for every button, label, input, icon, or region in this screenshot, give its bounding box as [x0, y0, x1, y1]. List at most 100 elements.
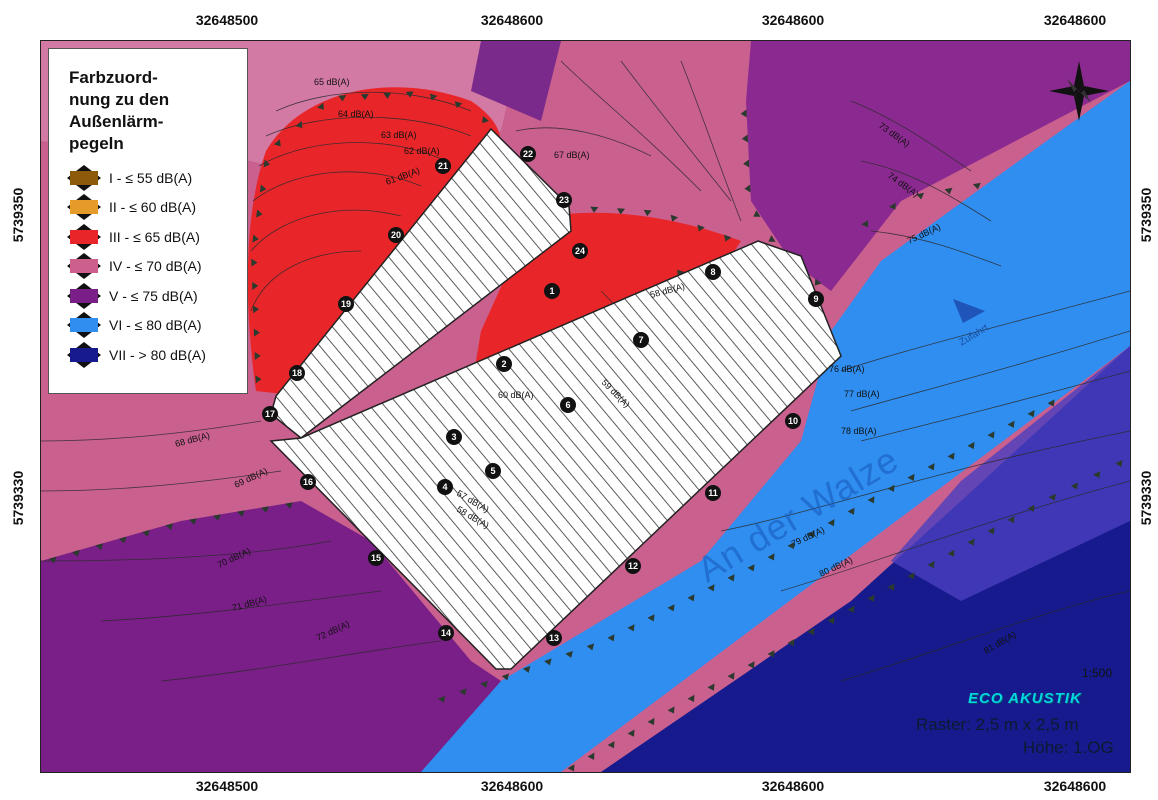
point-marker: 16 — [300, 474, 316, 490]
legend-swatch-iv — [67, 253, 101, 280]
legend-item: II - ≤ 60 dB(A) — [67, 193, 237, 223]
point-marker: 7 — [633, 332, 649, 348]
zone-vii — [601, 346, 1130, 772]
barrier-triangle-icon — [647, 717, 655, 726]
measurement-points: 1 2 3 4 5 6 7 8 9 10 11 12 13 14 15 16 1… — [262, 146, 824, 646]
barrier-triangle-icon — [861, 220, 869, 228]
legend-swatch-i — [67, 164, 101, 191]
x-coord-bottom-2: 32648600 — [480, 778, 544, 794]
contour-label: 78 dB(A) — [841, 426, 877, 436]
barrier-triangle-icon — [887, 583, 895, 591]
legend-swatch-v — [67, 282, 101, 309]
barrier-triangle-icon — [1048, 493, 1056, 501]
legend-label: V - ≤ 75 dB(A) — [109, 287, 198, 304]
x-coord-bottom-4: 32648600 — [1043, 778, 1107, 794]
barrier-triangle-icon — [827, 519, 835, 527]
legend-label: I - ≤ 55 dB(A) — [109, 169, 193, 186]
svg-text:7: 7 — [638, 335, 643, 345]
svg-text:4: 4 — [442, 482, 447, 492]
legend-item: III - ≤ 65 dB(A) — [67, 222, 237, 252]
barrier-triangle-icon — [707, 584, 715, 592]
svg-text:11: 11 — [708, 488, 718, 498]
barrier-triangle-icon — [263, 159, 271, 168]
contour-label: 76 dB(A) — [829, 364, 865, 374]
barrier-triangle-icon — [727, 574, 735, 582]
barrier-triangle-icon — [667, 706, 675, 714]
point-marker: 14 — [438, 625, 454, 641]
x-coord-top-4: 32648600 — [1043, 12, 1107, 28]
legend-swatch-vii — [67, 341, 101, 368]
barrier-triangle-icon — [740, 109, 747, 118]
hoehe-label: Höhe: 1.OG — [1023, 738, 1114, 757]
barrier-triangle-icon — [261, 506, 269, 513]
svg-text:16: 16 — [303, 477, 313, 487]
barrier-triangle-icon — [72, 549, 80, 557]
y-coord-right-2: 5739330 — [1138, 470, 1154, 526]
noise-map-svg: 65 dB(A) 64 dB(A) 63 dB(A) 62 dB(A) 61 d… — [41, 41, 1130, 772]
svg-text:5: 5 — [490, 466, 495, 476]
svg-text:18: 18 — [292, 368, 302, 378]
barrier-triangle-icon — [888, 202, 896, 210]
svg-text:9: 9 — [813, 294, 818, 304]
legend-swatch-vi — [67, 312, 101, 339]
barrier-triangle-icon — [944, 187, 953, 195]
direction-arrow-icon — [953, 299, 985, 323]
contour-label: 65 dB(A) — [314, 77, 350, 87]
svg-text:12: 12 — [628, 561, 638, 571]
barrier-triangle-icon — [1027, 410, 1035, 418]
barrier-triangle-icon — [927, 463, 935, 471]
barrier-triangle-icon — [867, 496, 875, 504]
barrier-triangle-icon — [590, 206, 599, 213]
svg-text:15: 15 — [371, 553, 381, 563]
barrier-triangle-icon — [617, 208, 625, 215]
barrier-triangle-icon — [454, 101, 463, 108]
barrier-triangle-icon — [565, 650, 573, 658]
barrier-triangle-icon — [252, 305, 260, 314]
point-marker: 24 — [572, 243, 588, 259]
contour-label: 60 dB(A) — [498, 390, 534, 400]
barrier-triangle-icon — [252, 234, 259, 243]
barrier-triangle-icon — [967, 441, 975, 450]
legend-label: III - ≤ 65 dB(A) — [109, 228, 200, 245]
barrier-triangle-icon — [867, 594, 875, 602]
barrier-triangle-icon — [259, 184, 267, 193]
barrier-triangle-icon — [687, 694, 695, 702]
zone-v-top-strip — [471, 41, 561, 121]
barrier-triangle-icon — [254, 352, 261, 360]
barrier-triangle-icon — [627, 729, 635, 737]
point-marker: 1 — [544, 283, 560, 299]
barrier-triangle-icon — [317, 102, 325, 110]
x-coord-top-2: 32648600 — [480, 12, 544, 28]
barrier-triangle-icon — [383, 92, 392, 99]
point-marker: 2 — [496, 356, 512, 372]
svg-text:24: 24 — [575, 246, 585, 256]
barrier-triangle-icon — [544, 658, 552, 666]
legend-swatch-iii — [67, 223, 101, 250]
point-marker: 18 — [289, 365, 305, 381]
barrier-triangle-icon — [767, 650, 775, 658]
contour-label: 77 dB(A) — [844, 389, 880, 399]
barrier-triangle-icon — [627, 624, 635, 632]
barrier-triangle-icon — [1115, 459, 1123, 467]
barrier-triangle-icon — [405, 91, 414, 98]
barrier-triangle-icon — [744, 184, 751, 193]
barrier-triangle-icon — [707, 683, 715, 691]
barrier-triangle-icon — [687, 594, 695, 602]
barrier-triangle-icon — [1007, 515, 1015, 524]
x-coord-bottom-1: 32648500 — [195, 778, 259, 794]
zone-v-lower-left — [41, 501, 501, 772]
barrier-triangle-icon — [253, 328, 260, 337]
barrier-triangle-icon — [295, 120, 303, 129]
barrier-triangle-icon — [767, 553, 775, 561]
barrier-triangle-icon — [743, 159, 750, 168]
svg-text:8: 8 — [710, 267, 715, 277]
y-coord-right-1: 5739350 — [1138, 187, 1154, 243]
legend-item: IV - ≤ 70 dB(A) — [67, 252, 237, 282]
x-coord-top-3: 32648600 — [761, 12, 825, 28]
contour-label: 63 dB(A) — [381, 130, 417, 140]
zone-vi — [421, 81, 1130, 772]
barrier-triangle-icon — [807, 530, 815, 538]
barrier-triangle-icon — [251, 258, 258, 267]
scale-label: 1:500 — [1082, 666, 1113, 680]
barrier-triangle-icon — [142, 529, 150, 537]
